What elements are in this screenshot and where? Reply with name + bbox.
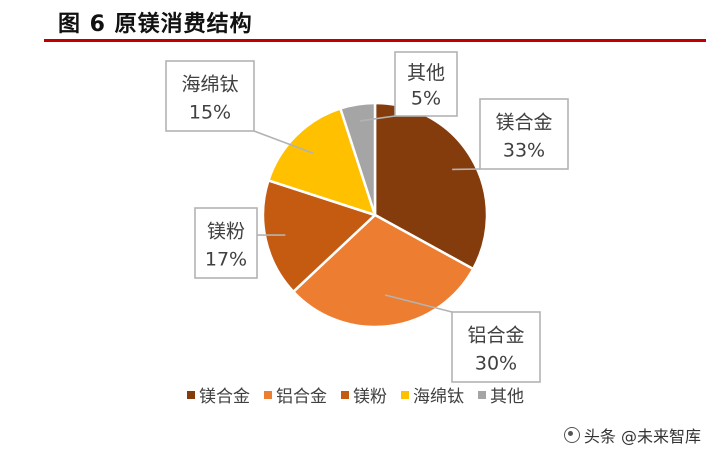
pie-slice-3 xyxy=(261,179,377,293)
slice-label: 其他 xyxy=(407,62,445,84)
pie-slice-2 xyxy=(292,213,475,329)
slice-percent-label: 15% xyxy=(189,101,231,123)
legend-label: 铝合金 xyxy=(276,387,327,407)
callout-box xyxy=(194,207,258,279)
pie-slices xyxy=(261,101,489,329)
legend-label: 海绵钛 xyxy=(413,387,464,407)
legend-swatch xyxy=(341,390,349,399)
legend-swatch xyxy=(187,390,195,399)
leader-lines xyxy=(253,115,481,313)
source-watermark: 头条 @未来智库 xyxy=(563,423,701,447)
legend-swatch xyxy=(478,390,486,399)
callout-box xyxy=(479,98,569,170)
title-divider xyxy=(44,39,706,42)
slice-label: 海绵钛 xyxy=(181,73,238,95)
legend-item: 镁粉 xyxy=(341,382,387,407)
legend-item: 其他 xyxy=(478,382,524,407)
slice-percent-label: 33% xyxy=(503,139,545,161)
pie-slice-5 xyxy=(339,101,377,217)
legend-item: 铝合金 xyxy=(264,382,327,407)
callout-1: 镁合金 33% xyxy=(479,98,569,170)
callout-box xyxy=(451,311,541,383)
legend-swatch xyxy=(401,390,409,399)
watermark-logo-icon xyxy=(563,427,580,443)
legend-item: 海绵钛 xyxy=(401,382,464,407)
chart-legend: 镁合金 铝合金 镁粉 海绵钛 其他 xyxy=(0,382,711,407)
callout-5: 其他 5% xyxy=(394,51,458,117)
slice-percent-label: 5% xyxy=(411,87,441,109)
callout-3: 镁粉 17% xyxy=(194,207,258,279)
leader-line-2 xyxy=(384,294,453,313)
leader-line-4 xyxy=(253,130,314,154)
callout-4: 海绵钛 15% xyxy=(165,60,255,132)
slice-label: 铝合金 xyxy=(467,324,524,346)
callout-box xyxy=(394,51,458,117)
legend-label: 镁粉 xyxy=(353,387,387,407)
callout-2: 铝合金 30% xyxy=(451,311,541,383)
callout-box xyxy=(165,60,255,132)
watermark-text: 头条 @未来智库 xyxy=(583,427,701,446)
slice-label: 镁合金 xyxy=(495,111,552,133)
data-label-callouts: 镁合金 33% 铝合金 30% 镁粉 17% 海绵钛 15% 其他 5% xyxy=(165,51,569,383)
chart-title: 图 6 原镁消费结构 xyxy=(58,12,253,37)
legend-item: 镁合金 xyxy=(187,382,250,407)
slice-label: 镁粉 xyxy=(207,220,245,242)
legend-label: 镁合金 xyxy=(199,387,250,407)
legend-swatch xyxy=(264,390,272,399)
slice-percent-label: 17% xyxy=(205,248,247,270)
legend-label: 其他 xyxy=(490,387,524,407)
leader-line-5 xyxy=(359,115,396,122)
slice-percent-label: 30% xyxy=(475,352,517,374)
